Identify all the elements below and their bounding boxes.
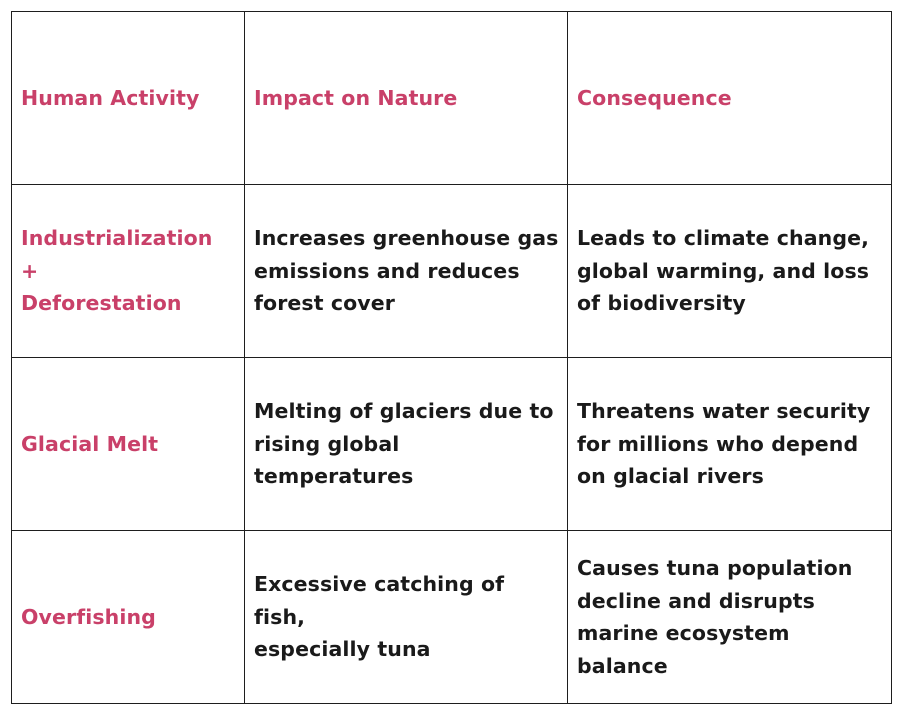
impact-cell: Increases greenhouse gas emissions and r… bbox=[244, 184, 568, 358]
activity-cell: Overfishing bbox=[11, 530, 245, 704]
impact-cell: Excessive catching of fish, especially t… bbox=[244, 530, 568, 704]
header-cell-impact-on-nature: Impact on Nature bbox=[244, 11, 568, 185]
consequence-text: Leads to climate change, global warming,… bbox=[577, 226, 870, 316]
table-row: Overfishing Excessive catching of fish, … bbox=[11, 530, 892, 704]
activity-text: Overfishing bbox=[21, 604, 156, 629]
activity-cell: Glacial Melt bbox=[11, 357, 245, 531]
activity-text: Glacial Melt bbox=[21, 431, 159, 456]
impact-text: Excessive catching of fish, especially t… bbox=[254, 572, 505, 662]
impact-cell: Melting of glaciers due to rising global… bbox=[244, 357, 568, 531]
activity-text: Industrialization + Deforestation bbox=[21, 226, 213, 316]
header-label: Consequence bbox=[577, 85, 732, 110]
header-label: Impact on Nature bbox=[254, 85, 458, 110]
header-row: Human Activity Impact on Nature Conseque… bbox=[11, 11, 892, 185]
impact-text: Increases greenhouse gas emissions and r… bbox=[254, 226, 559, 316]
activity-cell: Industrialization + Deforestation bbox=[11, 184, 245, 358]
consequence-text: Causes tuna population decline and disru… bbox=[577, 556, 853, 678]
table-row: Glacial Melt Melting of glaciers due to … bbox=[11, 357, 892, 531]
consequence-cell: Leads to climate change, global warming,… bbox=[567, 184, 892, 358]
consequence-cell: Causes tuna population decline and disru… bbox=[567, 530, 892, 704]
consequence-text: Threatens water security for millions wh… bbox=[577, 399, 871, 489]
header-cell-consequence: Consequence bbox=[567, 11, 892, 185]
header-label: Human Activity bbox=[21, 85, 200, 110]
impact-text: Melting of glaciers due to rising global… bbox=[254, 399, 554, 489]
header-cell-human-activity: Human Activity bbox=[11, 11, 245, 185]
impact-table: Human Activity Impact on Nature Conseque… bbox=[11, 11, 892, 704]
table-row: Industrialization + Deforestation Increa… bbox=[11, 184, 892, 358]
consequence-cell: Threatens water security for millions wh… bbox=[567, 357, 892, 531]
